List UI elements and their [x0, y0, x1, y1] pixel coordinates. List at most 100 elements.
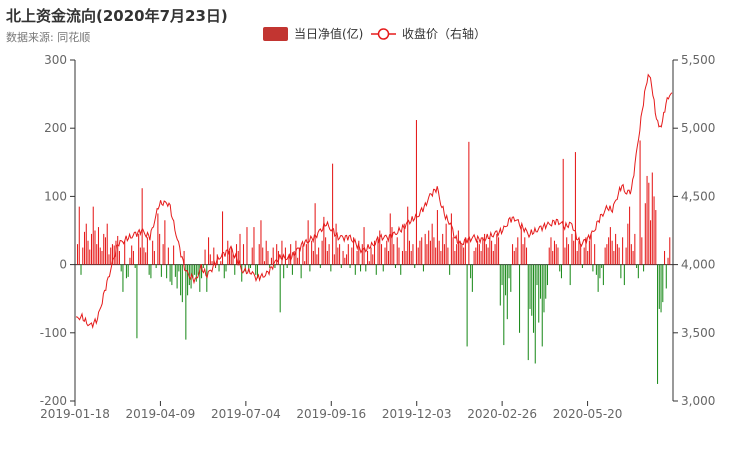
net-flow-bar: [258, 244, 260, 265]
y-left-tick-label: 100: [44, 189, 67, 203]
net-flow-bar: [618, 247, 620, 265]
net-flow-bar: [290, 244, 292, 265]
net-flow-bar: [583, 247, 585, 265]
net-flow-bar: [277, 250, 279, 265]
net-flow-bar: [284, 247, 286, 265]
net-flow-bar: [394, 264, 397, 269]
net-flow-bar: [637, 264, 639, 279]
net-flow-bar: [443, 244, 445, 265]
net-flow-bar: [627, 223, 629, 265]
net-flow-bar: [636, 264, 638, 269]
net-flow-bar: [365, 264, 367, 272]
y-right-tick-label: 3,500: [681, 326, 715, 340]
net-flow-bar: [562, 158, 564, 265]
net-flow-bar: [379, 230, 381, 265]
net-flow-bar: [187, 264, 189, 296]
net-flow-bar: [297, 257, 299, 265]
net-flow-bar: [471, 264, 473, 292]
net-flow-bar: [251, 247, 253, 265]
legend-line-marker[interactable]: [377, 28, 390, 40]
net-flow-bar: [265, 240, 267, 265]
net-flow-bar: [424, 233, 426, 265]
net-flow-bar: [573, 240, 575, 265]
net-flow-bar: [422, 264, 424, 272]
net-flow-bar: [644, 203, 646, 265]
net-flow-bar: [360, 264, 362, 272]
net-flow-bar: [305, 244, 307, 265]
net-flow-bar: [143, 247, 145, 265]
y-left-tick-label: 0: [59, 258, 67, 272]
net-flow-bar: [171, 264, 173, 286]
net-flow-bar: [195, 264, 197, 282]
net-flow-bar: [202, 264, 204, 269]
chart-legend[interactable]: 当日净值(亿) 收盘价（右轴）: [263, 26, 486, 41]
net-flow-bar: [473, 250, 475, 265]
net-flow-bar: [300, 264, 302, 279]
net-flow-bar: [456, 244, 458, 265]
net-flow-bar: [108, 254, 110, 265]
net-flow-bar: [477, 240, 479, 265]
net-flow-bar: [78, 206, 80, 265]
legend-bar-label[interactable]: 当日净值(亿): [294, 26, 363, 41]
net-flow-bar: [559, 264, 561, 272]
net-flow-bar: [651, 172, 653, 265]
net-flow-bar: [342, 250, 344, 265]
net-flow-bar: [585, 237, 587, 265]
net-flow-bar: [146, 237, 148, 265]
net-flow-bar: [206, 264, 208, 292]
net-flow-bar: [372, 254, 374, 265]
net-flow-bar: [498, 237, 500, 265]
net-flow-bar: [92, 206, 94, 265]
net-flow-bar: [276, 244, 278, 265]
net-flow-bar: [328, 244, 330, 265]
net-flow-bar: [408, 240, 410, 265]
legend-line-label[interactable]: 收盘价（右轴）: [402, 26, 486, 41]
net-flow-bar: [539, 264, 542, 299]
net-flow-bar: [534, 264, 536, 364]
net-flow-bar: [183, 250, 185, 265]
net-flow-bar: [293, 250, 295, 265]
net-flow-bar: [377, 237, 379, 265]
net-flow-bar: [241, 264, 243, 282]
net-flow-bar: [319, 264, 321, 269]
net-flow-bar: [401, 250, 403, 265]
net-flow-bar: [601, 264, 603, 269]
net-flow-bar: [201, 264, 203, 279]
net-flow-bar: [174, 264, 176, 277]
net-flow-bar: [380, 244, 383, 265]
net-flow-bar: [634, 233, 636, 265]
page-title: 北上资金流向(2020年7月23日): [6, 7, 228, 25]
net-flow-bar: [503, 264, 505, 346]
axes: -200 -100 0 100 200 300 3,000 3,500 4,000 4,500 5,…: [40, 53, 716, 421]
net-flow-bar: [450, 213, 452, 265]
net-flow-bar: [396, 237, 398, 265]
x-tick-label: 2019-09-16: [296, 407, 366, 421]
net-flow-bar: [487, 247, 489, 265]
net-flow-bar: [646, 175, 648, 265]
net-flow-bar: [89, 249, 91, 265]
net-flow-bar: [351, 247, 353, 265]
net-flow-bar: [222, 211, 224, 265]
net-flow-bar: [270, 257, 272, 265]
net-flow-bar: [609, 227, 611, 265]
net-flow-bar: [484, 233, 486, 265]
x-tick-label: 2019-01-18: [40, 407, 110, 421]
net-flow-bar: [263, 261, 265, 265]
net-flow-bar: [227, 240, 229, 265]
net-flow-bar: [508, 264, 510, 279]
net-flow-bar: [314, 203, 316, 265]
y-right-tick-label: 5,500: [681, 53, 715, 67]
net-flow-bar: [346, 254, 348, 265]
net-flow-bar: [532, 264, 535, 333]
legend-bar-swatch[interactable]: [263, 27, 288, 41]
net-flow-bar: [602, 264, 604, 286]
net-flow-bar: [475, 247, 477, 265]
net-flow-bar: [515, 247, 517, 265]
net-flow-bar: [239, 233, 241, 265]
net-flow-bar: [557, 247, 559, 265]
x-tick-label: 2020-05-20: [553, 407, 623, 421]
net-flow-bar: [77, 244, 79, 265]
net-flow-bar: [218, 264, 220, 272]
net-flow-bar: [255, 264, 257, 275]
